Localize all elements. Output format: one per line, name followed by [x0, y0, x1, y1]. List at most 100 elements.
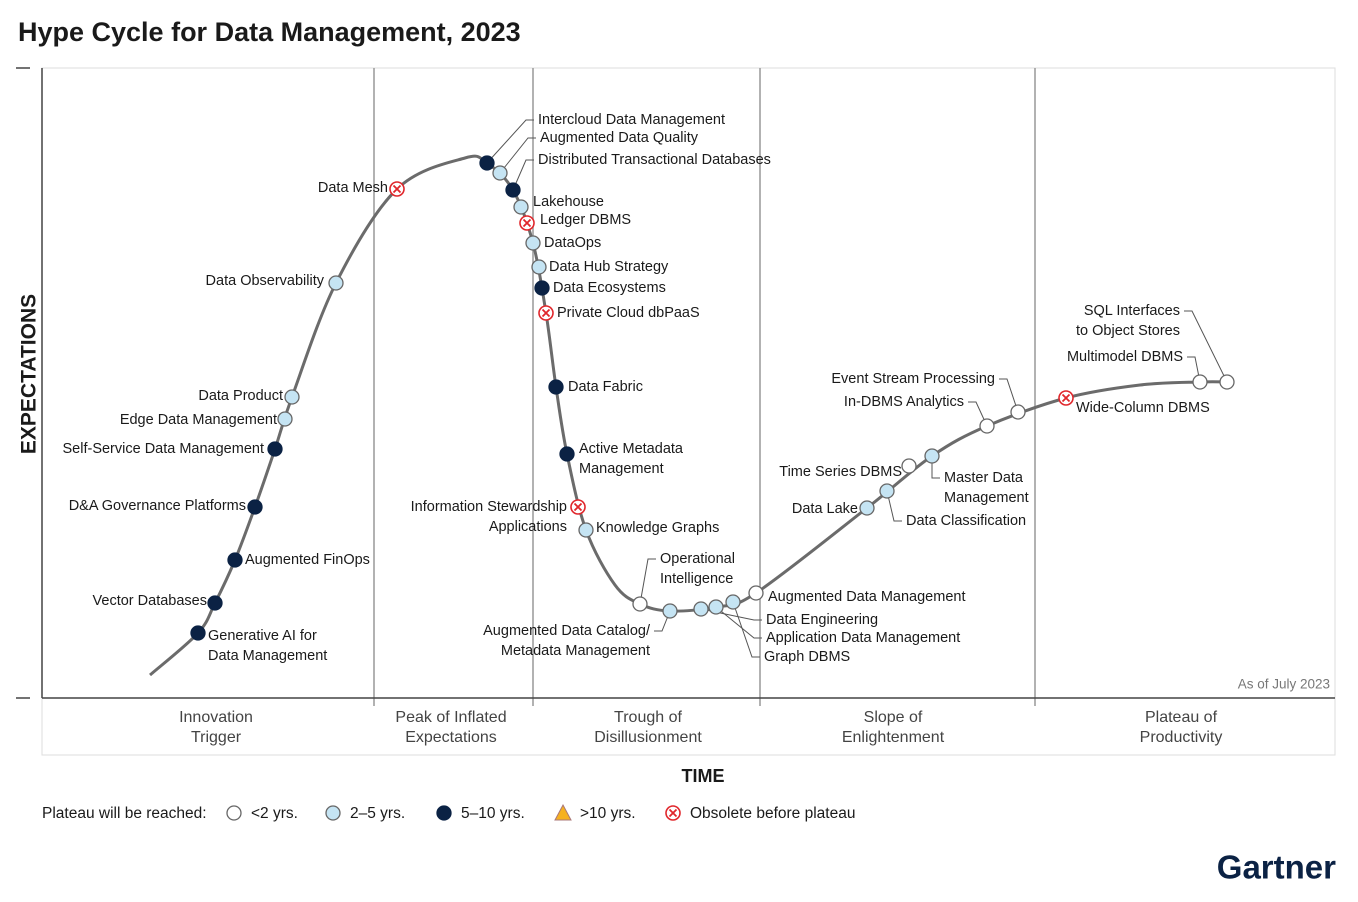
- technology-marker: [859, 500, 875, 516]
- technology-label: Knowledge Graphs: [596, 520, 719, 536]
- technology-marker: [277, 411, 293, 427]
- leader-line: [512, 159, 534, 191]
- technology-label: Private Cloud dbPaaS: [557, 305, 700, 321]
- technology-marker: [578, 522, 594, 538]
- technology-label: Data Ecosystems: [553, 280, 666, 296]
- technology-label: Data Hub Strategy: [549, 259, 669, 275]
- leader-line: [999, 378, 1019, 413]
- technology-marker-x: [392, 184, 402, 194]
- phase-label: Expectations: [405, 729, 497, 746]
- phase-label: Disillusionment: [594, 729, 702, 746]
- technology-marker: [708, 599, 724, 615]
- technology-label: Information Stewardship: [411, 499, 567, 515]
- technology-label: Management: [579, 461, 664, 477]
- technology-marker: [901, 458, 917, 474]
- leader-line: [715, 606, 762, 639]
- brand-logo: Gartner: [1217, 849, 1336, 886]
- technology-marker: [1219, 374, 1235, 390]
- technology-marker: [879, 483, 895, 499]
- technology-marker: [513, 199, 529, 215]
- technology-label: Time Series DBMS: [779, 464, 902, 480]
- technology-label: to Object Stores: [1076, 323, 1180, 339]
- technology-marker: [534, 280, 550, 296]
- technology-marker-x: [1061, 393, 1071, 403]
- technology-label: Applications: [489, 519, 567, 535]
- technology-label: Data Classification: [906, 513, 1026, 529]
- technology-marker-x: [541, 308, 551, 318]
- technology-marker: [525, 235, 541, 251]
- technology-label: Data Fabric: [568, 379, 643, 395]
- technology-marker: [227, 552, 243, 568]
- technology-label: Self-Service Data Management: [63, 441, 265, 457]
- technology-marker: [725, 594, 741, 610]
- legend-marker-x: [668, 808, 678, 818]
- technology-label: Generative AI for: [208, 628, 317, 644]
- technology-label: Augmented Data Catalog/: [483, 623, 651, 639]
- technology-label: Augmented FinOps: [245, 552, 370, 568]
- technology-marker: [531, 259, 547, 275]
- x-axis-label: TIME: [682, 766, 725, 786]
- legend-title: Plateau will be reached:: [42, 805, 207, 822]
- legend-label: 2–5 yrs.: [350, 805, 405, 822]
- technology-label: Ledger DBMS: [540, 212, 631, 228]
- technology-label: Distributed Transactional Databases: [538, 152, 771, 168]
- technology-label: Active Metadata: [579, 441, 684, 457]
- technology-marker: [247, 499, 263, 515]
- legend-marker: [436, 805, 452, 821]
- technology-label: Wide-Column DBMS: [1076, 400, 1210, 416]
- technology-marker: [693, 601, 709, 617]
- technology-marker: [924, 448, 940, 464]
- phase-label: Plateau of: [1145, 709, 1218, 726]
- technology-marker: [328, 275, 344, 291]
- legend-label: <2 yrs.: [251, 805, 298, 822]
- technology-marker: [748, 585, 764, 601]
- hype-curve: [149, 154, 1228, 677]
- technology-marker: [1010, 404, 1026, 420]
- legend-label: 5–10 yrs.: [461, 805, 525, 822]
- technology-marker: [548, 379, 564, 395]
- legend-marker: [325, 805, 341, 821]
- phase-label: Enlightenment: [842, 729, 945, 746]
- technology-label: SQL Interfaces: [1084, 303, 1180, 319]
- technology-label: Application Data Management: [766, 630, 960, 646]
- technology-label: D&A Governance Platforms: [69, 498, 246, 514]
- technology-marker: [632, 596, 648, 612]
- y-axis-label: EXPECTATIONS: [18, 294, 41, 454]
- leader-line: [1184, 310, 1228, 383]
- technology-label: DataOps: [544, 235, 601, 251]
- technology-label: Intercloud Data Management: [538, 112, 725, 128]
- technology-label: Data Mesh: [318, 180, 388, 196]
- technology-marker-x: [522, 218, 532, 228]
- phase-label: Slope of: [864, 709, 923, 726]
- technology-label: Data Management: [208, 648, 327, 664]
- technology-marker-x: [573, 502, 583, 512]
- technology-label: Intelligence: [660, 571, 733, 587]
- technology-label: Data Lake: [792, 501, 858, 517]
- phase-label: Trigger: [191, 729, 242, 746]
- technology-label: Event Stream Processing: [831, 371, 995, 387]
- legend-label: >10 yrs.: [580, 805, 636, 822]
- phase-label: Peak of Inflated: [395, 709, 506, 726]
- phase-label: Innovation: [179, 709, 253, 726]
- as-of-note: As of July 2023: [1238, 677, 1330, 692]
- technology-label: Metadata Management: [501, 643, 650, 659]
- legend-label: Obsolete before plateau: [690, 805, 855, 822]
- technology-marker: [559, 446, 575, 462]
- technology-label: In-DBMS Analytics: [844, 394, 964, 410]
- leader-line: [499, 137, 536, 174]
- technology-label: Edge Data Management: [120, 412, 277, 428]
- leader-line: [732, 601, 760, 658]
- technology-label: Augmented Data Quality: [540, 130, 699, 146]
- technology-label: Lakehouse: [533, 194, 604, 210]
- leader-line: [886, 490, 902, 522]
- technology-marker: [267, 441, 283, 457]
- legend-marker: [554, 803, 572, 821]
- technology-label: Operational: [660, 551, 735, 567]
- technology-label: Augmented Data Management: [768, 589, 966, 605]
- technology-label: Data Observability: [206, 273, 325, 289]
- technology-label: Data Engineering: [766, 612, 878, 628]
- technology-marker: [662, 603, 678, 619]
- technology-label: Vector Databases: [93, 593, 207, 609]
